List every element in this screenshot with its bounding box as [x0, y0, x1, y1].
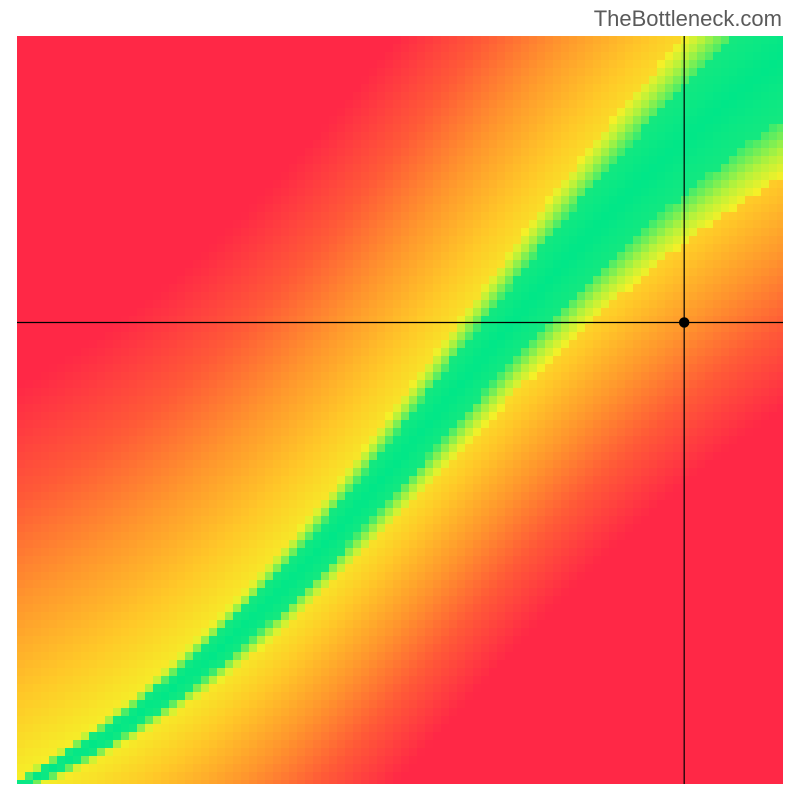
crosshair-marker: [679, 317, 689, 327]
chart-container: TheBottleneck.com: [0, 0, 800, 800]
watermark-text: TheBottleneck.com: [594, 6, 782, 32]
bottleneck-heatmap: [0, 0, 800, 800]
heatmap-cells: [17, 36, 783, 784]
